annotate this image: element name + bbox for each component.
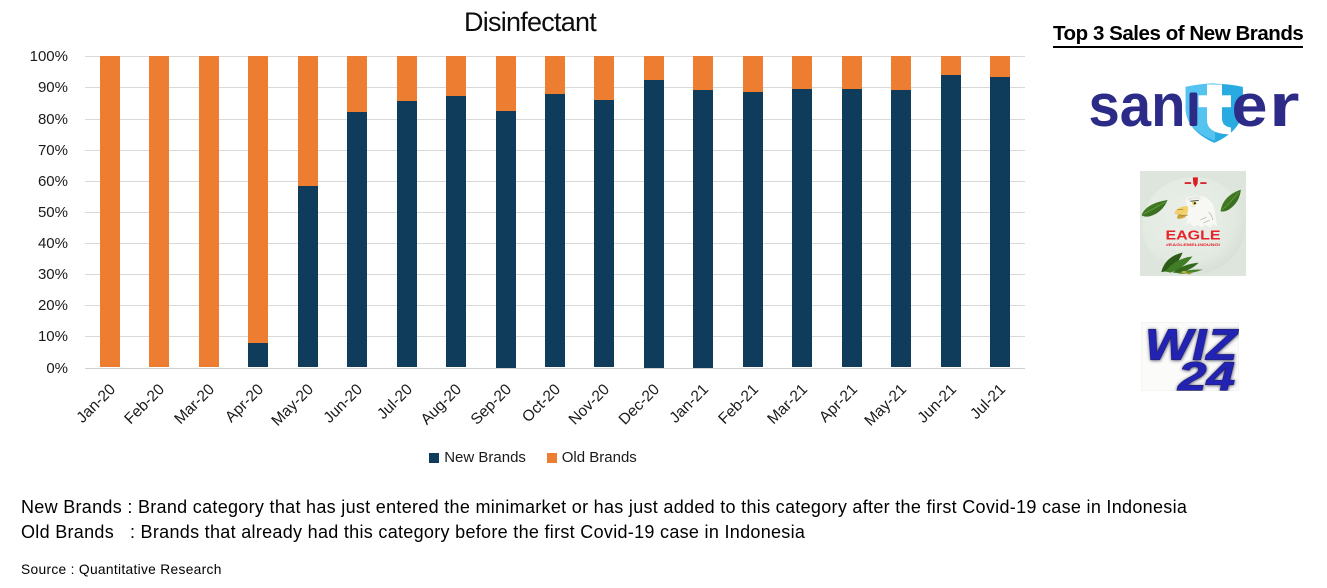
svg-text:#EAGLEMELINDUNGI: #EAGLEMELINDUNGI (1166, 242, 1220, 247)
svg-text:24: 24 (1177, 355, 1235, 391)
svg-text:EAGLE: EAGLE (1165, 228, 1220, 243)
svg-text:WIZ: WIZ (1145, 322, 1239, 369)
svg-text:r: r (1269, 78, 1300, 139)
svg-text:e: e (1232, 78, 1268, 139)
svg-text:san: san (1089, 78, 1186, 139)
